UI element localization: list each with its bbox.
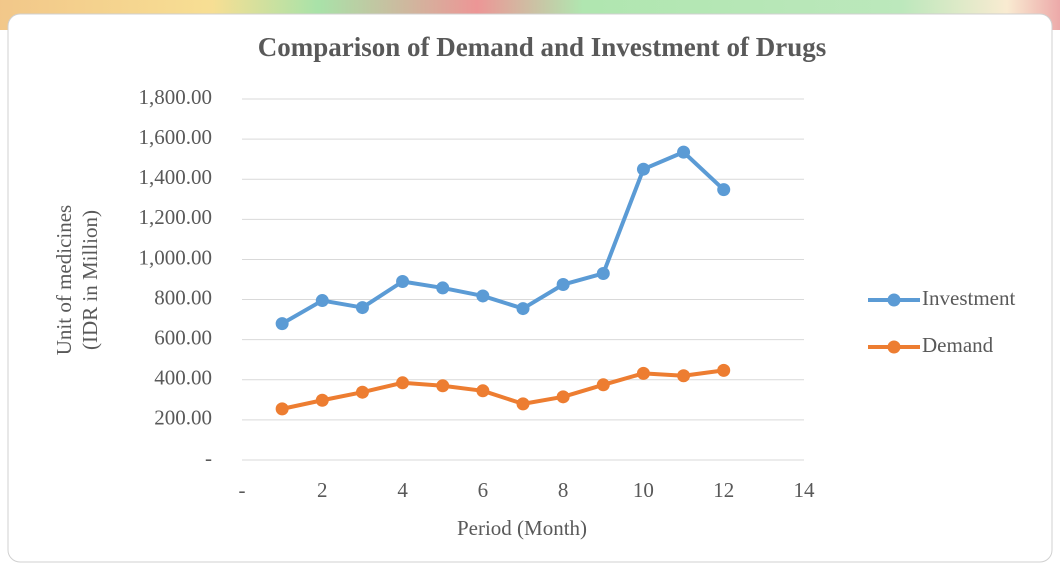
data-point [355, 301, 369, 315]
data-point [355, 385, 369, 399]
data-point [315, 294, 329, 308]
legend-label: Investment [922, 286, 1015, 310]
data-point [717, 363, 731, 377]
y-tick-label: - [205, 446, 212, 470]
data-point [476, 384, 490, 398]
data-point [636, 366, 650, 380]
data-point [556, 390, 570, 404]
data-point [596, 378, 610, 392]
x-tick-label: 4 [397, 478, 408, 502]
chart-title: Comparison of Demand and Investment of D… [258, 32, 827, 62]
y-tick-label: 1,600.00 [139, 125, 213, 149]
data-point [476, 289, 490, 303]
x-tick-label: 12 [713, 478, 734, 502]
y-tick-label: 1,200.00 [139, 205, 213, 229]
y-tick-label: 200.00 [154, 406, 212, 430]
series-line [281, 368, 724, 411]
data-point [717, 183, 731, 197]
data-point [516, 302, 530, 316]
data-point [556, 278, 570, 292]
y-tick-label: 400.00 [154, 366, 212, 390]
y-tick-label: 1,400.00 [139, 165, 213, 189]
data-point [275, 317, 289, 331]
x-axis-title: Period (Month) [457, 516, 587, 540]
y-axis-title-line: (IDR in Million) [78, 210, 102, 350]
chart-frame [7, 13, 1053, 563]
y-tick-label: 1,800.00 [139, 85, 213, 109]
legend-marker [887, 293, 901, 307]
legend-marker [887, 340, 901, 354]
series-line [281, 150, 726, 326]
y-tick-label: 600.00 [154, 325, 212, 349]
data-point [677, 145, 691, 159]
legend-label: Demand [922, 333, 994, 357]
data-point [436, 379, 450, 393]
x-tick-label: 6 [478, 478, 489, 502]
data-point [677, 369, 691, 383]
data-point [396, 376, 410, 390]
x-tick-label: 14 [794, 478, 816, 502]
data-point [315, 393, 329, 407]
y-axis-title-line: Unit of medicines [52, 205, 76, 355]
y-axis-title: Unit of medicines (IDR in Million) [52, 205, 102, 355]
data-point [596, 266, 610, 280]
x-tick-label: 8 [558, 478, 569, 502]
data-point [396, 275, 410, 289]
x-tick-label: 2 [317, 478, 328, 502]
data-point [275, 402, 289, 416]
data-point [636, 162, 650, 176]
data-point [516, 397, 530, 411]
x-tick-label: 10 [633, 478, 654, 502]
x-tick-label: - [239, 478, 246, 502]
y-tick-label: 1,000.00 [139, 245, 213, 269]
data-point [436, 281, 450, 295]
y-tick-label: 800.00 [154, 285, 212, 309]
